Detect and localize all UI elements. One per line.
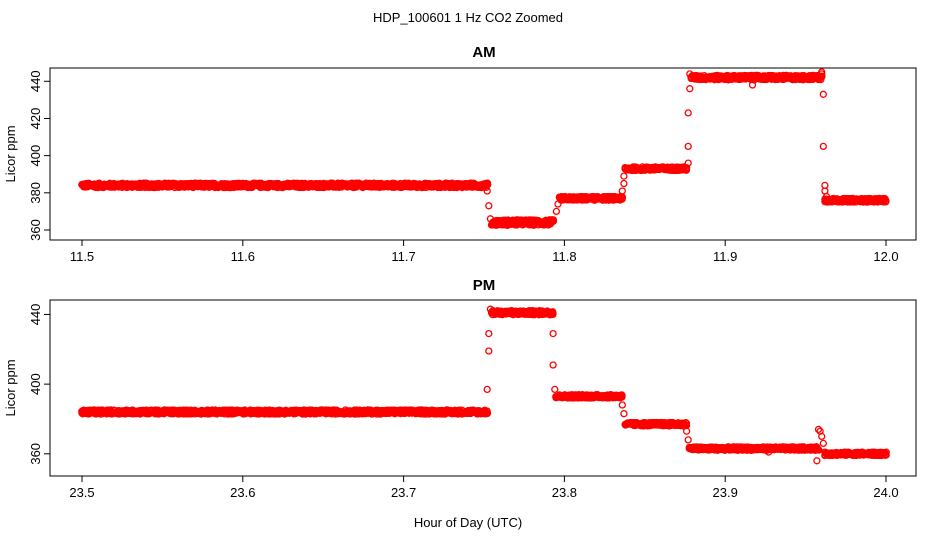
pm-y-tick-label: 360 <box>28 443 43 465</box>
pm-data-point <box>483 409 491 418</box>
am-data-point <box>882 197 890 205</box>
pm-points <box>78 305 890 465</box>
am-points <box>78 68 890 229</box>
am-data-point <box>486 215 495 223</box>
am-data-point <box>684 142 692 151</box>
am-data-point <box>485 202 493 210</box>
pm-x-tick-label: 23.6 <box>230 485 255 500</box>
pm-panel: PM Licor ppm 23.5 23.6 23.7 23.8 23.9 24.0 360… <box>3 277 917 500</box>
pm-data-point <box>684 436 692 444</box>
am-x-tick-label: 12.0 <box>873 249 898 264</box>
am-data-point <box>748 81 757 89</box>
pm-data-point <box>549 329 557 338</box>
pm-x-tick-label: 23.8 <box>552 485 577 500</box>
am-data-point <box>686 85 694 93</box>
pm-data-point <box>618 401 626 409</box>
am-axes: 11.5 11.6 11.7 11.8 11.9 12.0 360 380 400 420 440 <box>28 70 899 264</box>
pm-y-tick-label: 440 <box>28 304 43 326</box>
am-x-tick-label: 11.5 <box>70 249 94 264</box>
pm-data-point <box>551 385 559 394</box>
am-x-tick-label: 11.8 <box>552 249 576 264</box>
figure-title: HDP_100601 1 Hz CO2 Zoomed <box>373 10 563 25</box>
am-panel: AM Licor ppm 11.5 11.6 11.7 11.8 11.9 12.0 360… <box>3 44 917 264</box>
am-data-point <box>549 216 557 224</box>
am-x-tick-label: 11.9 <box>713 249 737 264</box>
x-axis-label: Hour of Day (UTC) <box>414 515 522 530</box>
am-y-tick-label: 360 <box>28 219 43 241</box>
am-data-point <box>618 187 626 195</box>
am-y-tick-label: 400 <box>28 145 43 167</box>
pm-data-point <box>483 385 491 394</box>
am-data-point <box>817 73 825 81</box>
pm-data-point <box>485 329 493 338</box>
am-data-point <box>620 179 628 188</box>
am-data-point <box>819 142 827 151</box>
pm-data-point <box>682 427 691 435</box>
am-data-point <box>822 192 831 201</box>
am-ylabel: Licor ppm <box>3 125 18 182</box>
am-data-point <box>552 207 561 216</box>
am-data-point <box>682 166 690 174</box>
am-x-tick-label: 11.6 <box>231 249 255 264</box>
am-data-point <box>554 200 562 208</box>
pm-ylabel: Licor ppm <box>3 359 18 416</box>
am-data-point <box>684 159 692 167</box>
am-y-tick-label: 440 <box>28 70 43 92</box>
am-data-point <box>483 179 492 187</box>
am-data-point <box>819 90 827 98</box>
am-data-point <box>682 163 691 172</box>
am-x-tick-label: 11.7 <box>391 249 415 264</box>
pm-data-point <box>819 439 827 448</box>
am-y-tick-label: 420 <box>28 108 43 130</box>
pm-y-tick-label: 400 <box>28 373 43 395</box>
pm-x-tick-label: 23.7 <box>391 485 416 500</box>
am-data-point <box>686 70 694 78</box>
pm-panel-title: PM <box>473 277 496 294</box>
pm-data-point <box>549 309 557 317</box>
am-y-tick-label: 380 <box>28 182 43 204</box>
am-data-point <box>483 187 491 195</box>
pm-axes: 23.5 23.6 23.7 23.8 23.9 24.0 360 400 440 <box>28 304 899 500</box>
pm-data-point <box>549 361 557 369</box>
pm-data-point <box>485 347 493 355</box>
am-data-point <box>620 172 628 180</box>
am-data-point <box>818 70 826 78</box>
am-panel-title: AM <box>472 44 495 61</box>
pm-data-point <box>813 457 821 465</box>
am-plot-frame <box>49 67 917 241</box>
pm-plot-frame <box>49 299 917 477</box>
pm-x-tick-label: 23.9 <box>713 485 738 500</box>
am-data-point <box>684 109 692 117</box>
pm-data-point <box>483 407 491 415</box>
pm-x-tick-label: 23.5 <box>69 485 94 500</box>
pm-data-point <box>620 410 628 418</box>
pm-x-tick-label: 24.0 <box>873 485 898 500</box>
